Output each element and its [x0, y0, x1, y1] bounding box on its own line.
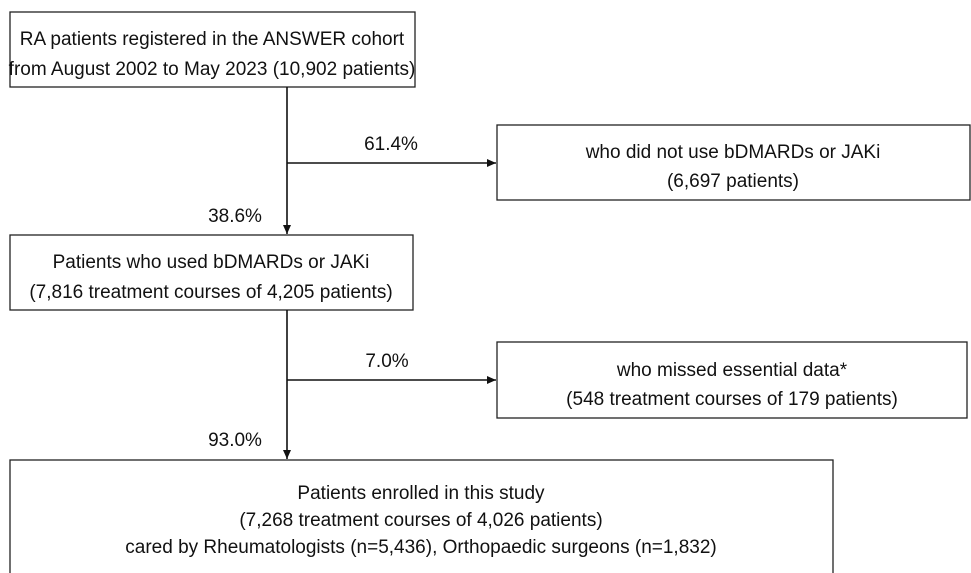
node-text: cared by Rheumatologists (n=5,436), Orth…	[125, 537, 716, 558]
node-text: (7,816 treatment courses of 4,205 patien…	[29, 282, 392, 303]
node-text: who did not use bDMARDs or JAKi	[585, 142, 881, 163]
node-text: Patients enrolled in this study	[297, 483, 545, 504]
box-missed	[496, 341, 968, 419]
edge-label: 38.6%	[208, 206, 262, 227]
box-cohort	[9, 11, 416, 88]
box-no-use	[496, 124, 971, 201]
box-used	[9, 234, 414, 311]
node-text: (548 treatment courses of 179 patients)	[566, 389, 898, 410]
box-enrolled	[9, 459, 834, 573]
node-text: Patients who used bDMARDs or JAKi	[53, 252, 370, 273]
node-text: from August 2002 to May 2023 (10,902 pat…	[9, 59, 416, 80]
node-text: (6,697 patients)	[667, 171, 799, 192]
edge-label: 61.4%	[364, 134, 418, 155]
edge-label: 7.0%	[365, 351, 408, 372]
node-text: (7,268 treatment courses of 4,026 patien…	[239, 510, 602, 531]
node-text: who missed essential data*	[616, 360, 848, 381]
node-text: RA patients registered in the ANSWER coh…	[20, 29, 405, 50]
edge-label: 93.0%	[208, 430, 262, 451]
